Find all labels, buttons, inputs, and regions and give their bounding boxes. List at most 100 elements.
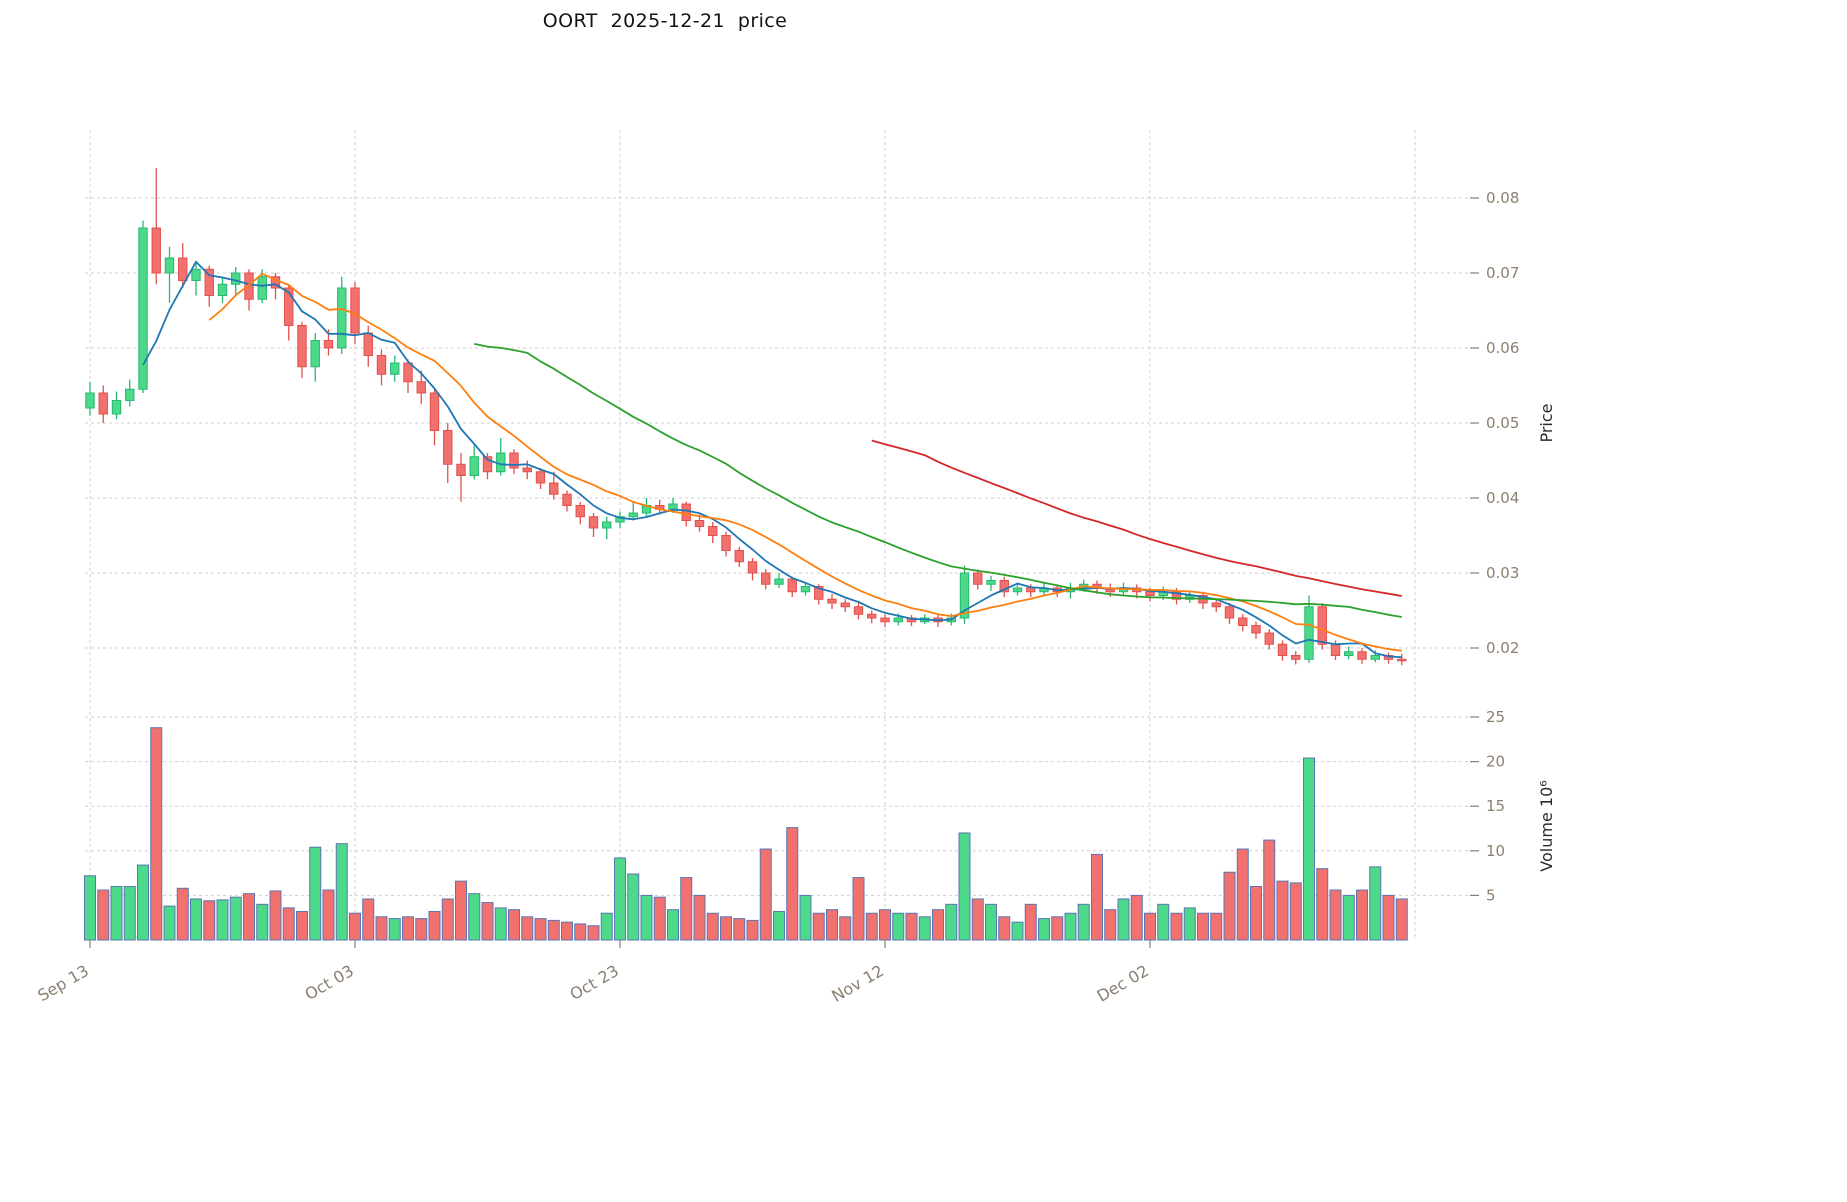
volume-tick-label: 25 <box>1486 708 1505 726</box>
volume-bar <box>349 912 361 941</box>
candle-body <box>575 505 585 518</box>
candle-body <box>1224 606 1235 619</box>
volume-bar <box>720 916 732 941</box>
candle-body <box>482 456 493 473</box>
candle-body <box>840 602 850 608</box>
candle-body <box>1357 651 1367 660</box>
candle-body <box>323 340 334 349</box>
date-tick-label: Nov 12 <box>828 961 887 1006</box>
candle-body <box>85 392 95 409</box>
candle-body <box>1264 632 1274 645</box>
volume-bar <box>1064 912 1077 941</box>
candle-body <box>549 482 559 495</box>
volume-bar <box>839 916 852 941</box>
candle-body <box>1317 606 1327 645</box>
candle-body <box>111 400 122 415</box>
candle-body <box>893 617 903 623</box>
candle-body <box>231 272 241 285</box>
volume-bar <box>521 916 534 941</box>
volume-bar <box>759 848 772 941</box>
candle-body <box>270 276 281 289</box>
candle-body <box>734 550 744 563</box>
price-tick-label: 0.04 <box>1486 489 1519 507</box>
volume-bar <box>455 880 467 941</box>
price-tick-label: 0.02 <box>1486 639 1519 657</box>
volume-bar <box>653 896 666 941</box>
candle-body <box>668 503 678 510</box>
volume-bar <box>203 900 216 941</box>
candle-body <box>178 257 188 281</box>
candle-body <box>787 578 797 593</box>
volume-bar <box>1382 894 1395 941</box>
volume-bar <box>1210 912 1223 941</box>
candle-body <box>284 287 294 326</box>
volume-bar <box>985 903 997 941</box>
candle-body <box>350 287 360 334</box>
volume-bar <box>309 846 322 941</box>
candle-body <box>297 325 307 368</box>
volume-bar <box>680 877 693 941</box>
volume-bar <box>773 910 785 941</box>
volume-bar <box>1342 894 1355 941</box>
volume-bar <box>494 907 507 941</box>
volume-bar <box>229 896 242 941</box>
volume-bar <box>256 903 269 941</box>
volume-bar <box>1117 898 1130 941</box>
volume-bar <box>1104 909 1117 941</box>
candle-body <box>1238 617 1248 626</box>
gridlines <box>85 130 1470 940</box>
volume-bar <box>1144 912 1156 941</box>
volume-bar <box>746 919 759 941</box>
volume-tick-label: 20 <box>1486 753 1505 771</box>
candle-body <box>708 526 718 536</box>
candle-body <box>363 332 373 356</box>
candle-body <box>469 456 479 476</box>
price-tick-label: 0.05 <box>1486 414 1519 432</box>
candle-body <box>390 362 400 375</box>
candle-body <box>217 283 228 296</box>
volume-bar <box>190 898 202 941</box>
candle-body <box>588 516 599 529</box>
candle-body <box>1145 591 1155 596</box>
candle-body <box>337 287 347 349</box>
volume-bars <box>84 727 1408 941</box>
volume-bar <box>123 885 136 941</box>
price-axis-title: Price <box>1537 403 1556 442</box>
candle-body <box>986 580 996 585</box>
candle-body <box>827 598 837 604</box>
price-tick-label: 0.07 <box>1486 264 1519 282</box>
volume-bar <box>481 902 494 941</box>
volume-bar <box>852 877 865 941</box>
volume-bar <box>667 909 679 941</box>
volume-bar <box>508 909 520 941</box>
candle-body <box>774 578 784 585</box>
candle-body <box>443 430 453 465</box>
volume-bar <box>1369 866 1382 941</box>
volume-bar <box>1091 853 1103 941</box>
volume-bar <box>282 907 295 941</box>
candle-body <box>138 227 148 390</box>
volume-bar <box>110 885 123 941</box>
volume-bar <box>905 912 918 941</box>
volume-bar <box>826 909 838 941</box>
volume-bar <box>1038 918 1050 941</box>
candle-body <box>310 340 320 368</box>
candle-body <box>535 471 546 484</box>
candle-body <box>164 257 175 274</box>
candle-body <box>1370 655 1380 660</box>
volume-bar <box>150 727 163 941</box>
volume-bar <box>375 916 388 941</box>
candle-body <box>628 512 638 518</box>
candle-body <box>602 521 612 529</box>
volume-bar <box>945 903 958 941</box>
volume-bar <box>1316 868 1329 941</box>
volume-bar <box>402 916 414 941</box>
volume-bar <box>693 894 706 941</box>
candle-body <box>867 613 877 619</box>
candle-body <box>1277 643 1288 656</box>
date-tick-label: Oct 23 <box>567 961 622 1004</box>
volume-bar <box>388 918 401 941</box>
volume-bar <box>1303 757 1315 941</box>
volume-tick-label: 15 <box>1486 797 1505 815</box>
